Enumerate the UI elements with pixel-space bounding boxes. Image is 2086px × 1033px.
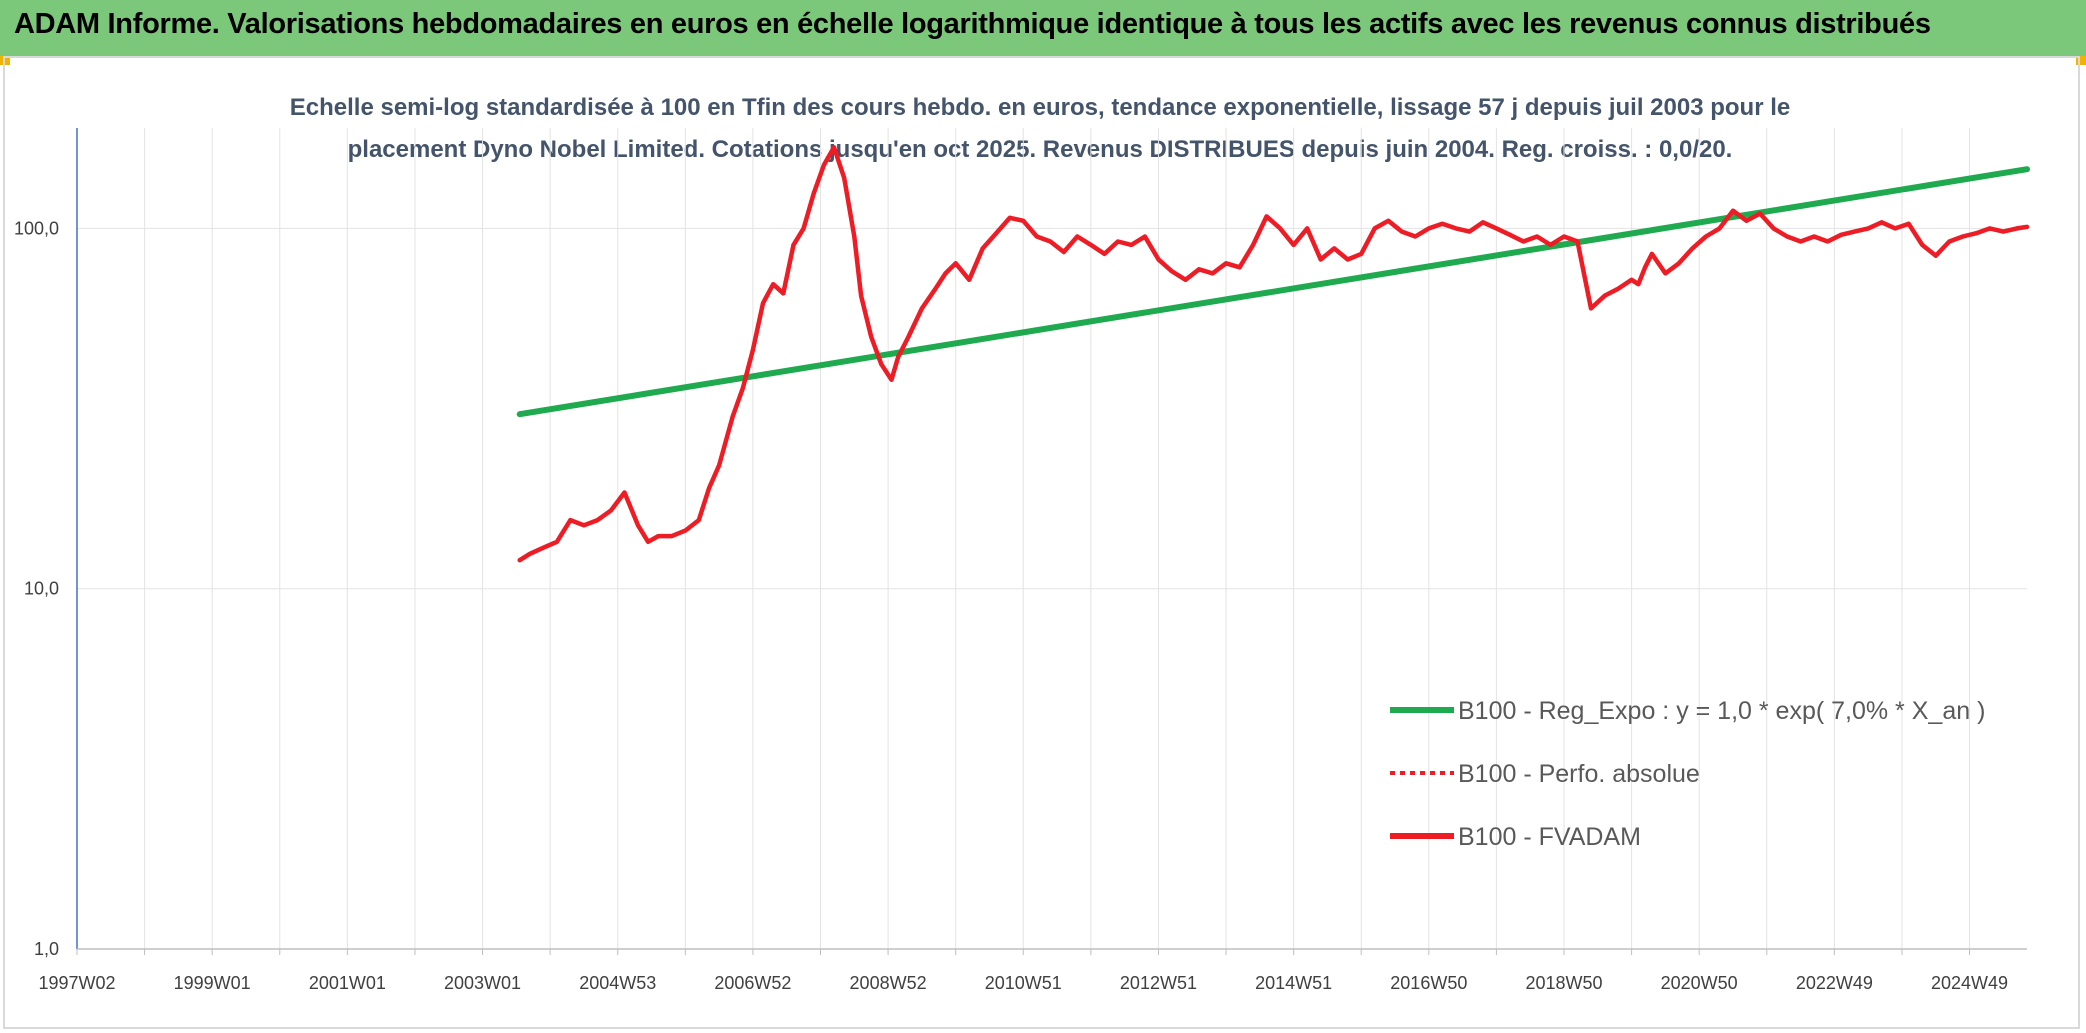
y-tick-label: 100,0 [14,218,59,238]
y-axis-ticks: 1,0 10,0 100,0 [14,218,59,959]
x-axis-ticks: 1997W02 1999W01 2001W01 2003W01 2004W53 2006W… [38,973,2008,993]
x-tick-label: 2004W53 [579,973,656,993]
series [516,145,2030,563]
title-banner: ADAM Informe. Valorisations hebdomadaire… [0,0,2086,57]
x-tick-label: 2014W51 [1255,973,1332,993]
x-tick-label: 2010W51 [985,973,1062,993]
grid [76,128,2027,949]
legend-label: B100 - Perfo. absolue [1458,760,1700,788]
corner-marker-right [2076,56,2086,65]
x-tick-label: 2020W50 [1661,973,1738,993]
legend-label: B100 - Reg_Expo : y = 1,0 * exp( 7,0% * … [1458,697,1985,725]
x-tick-label: 2012W51 [1120,973,1197,993]
chart-subtitle-line-2: placement Dyno Nobel Limited. Cotations … [348,136,1733,163]
x-tick-label: 2008W52 [850,973,927,993]
axes [76,128,2027,955]
x-tick-label: 1997W02 [38,973,115,993]
report-title: ADAM Informe. Valorisations hebdomadaire… [14,8,1931,40]
x-tick-label: 2003W01 [444,973,521,993]
chart-subtitle-line-1: Echelle semi-log standardisée à 100 en T… [290,94,1791,121]
chart-frame [3,56,2080,1029]
x-tick-label: 2024W49 [1931,973,2008,993]
y-tick-label: 10,0 [24,579,59,599]
chart-subtitle: Echelle semi-log standardisée à 100 en T… [290,94,1791,163]
x-tick-label: 2001W01 [309,973,386,993]
legend-label: B100 - FVADAM [1458,823,1641,851]
x-tick-label: 2018W50 [1525,973,1602,993]
corner-marker-left [0,56,10,65]
x-tick-label: 2006W52 [714,973,791,993]
x-tick-label: 2022W49 [1796,973,1873,993]
x-tick-label: 1999W01 [174,973,251,993]
legend: B100 - Reg_Expo : y = 1,0 * exp( 7,0% * … [1390,697,1985,851]
fvadam-line [517,145,2030,563]
x-tick-label: 2016W50 [1390,973,1467,993]
trend-line [516,166,2030,418]
y-tick-label: 1,0 [34,939,59,959]
